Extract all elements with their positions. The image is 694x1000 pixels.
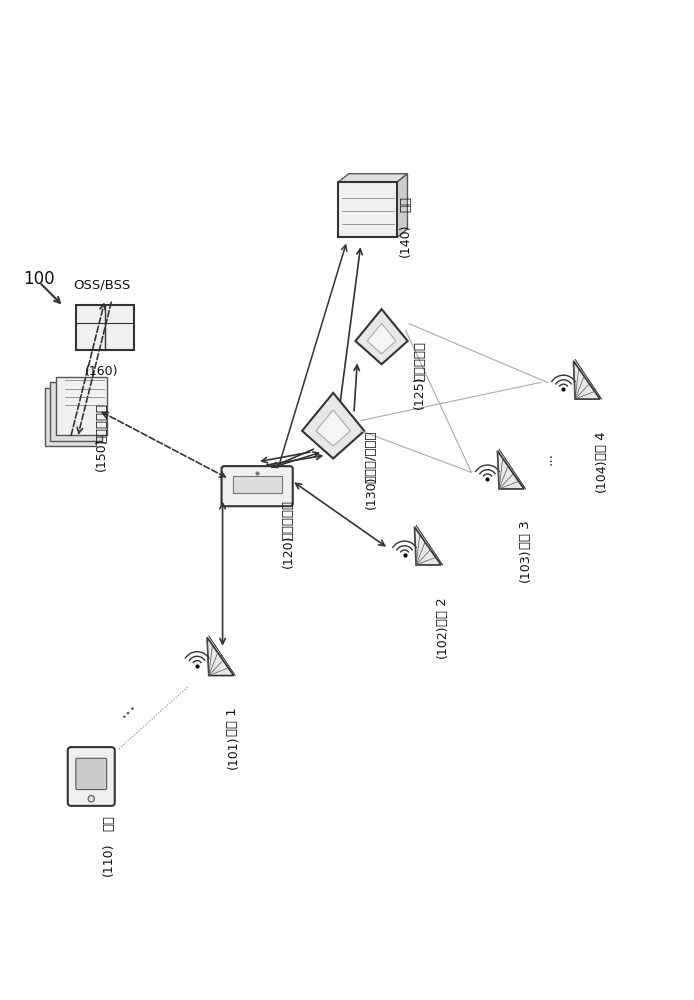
Text: (101): (101) bbox=[226, 735, 239, 769]
Text: 交换机/路由器: 交换机/路由器 bbox=[364, 431, 378, 483]
Polygon shape bbox=[414, 527, 441, 565]
Text: (130): (130) bbox=[364, 476, 378, 509]
Text: 终端: 终端 bbox=[102, 815, 115, 831]
Polygon shape bbox=[498, 451, 524, 489]
Polygon shape bbox=[339, 182, 397, 237]
Text: (150): (150) bbox=[95, 438, 108, 471]
Text: (120): (120) bbox=[282, 535, 295, 568]
Polygon shape bbox=[339, 174, 407, 182]
FancyBboxPatch shape bbox=[76, 305, 135, 350]
FancyBboxPatch shape bbox=[76, 758, 107, 790]
Text: (103): (103) bbox=[519, 548, 532, 582]
Polygon shape bbox=[207, 637, 234, 676]
FancyBboxPatch shape bbox=[50, 382, 102, 441]
Text: 基站 1: 基站 1 bbox=[226, 707, 239, 736]
Text: (140): (140) bbox=[399, 224, 412, 257]
Polygon shape bbox=[499, 449, 525, 489]
FancyBboxPatch shape bbox=[56, 377, 108, 435]
Text: ...: ... bbox=[541, 452, 555, 465]
Text: 第一测试器: 第一测试器 bbox=[282, 500, 295, 540]
Text: (160): (160) bbox=[85, 365, 119, 378]
FancyBboxPatch shape bbox=[68, 747, 115, 806]
FancyBboxPatch shape bbox=[221, 466, 293, 506]
Polygon shape bbox=[209, 636, 235, 676]
Polygon shape bbox=[397, 174, 407, 237]
Text: (125): (125) bbox=[413, 376, 426, 409]
Text: 基站 3: 基站 3 bbox=[519, 521, 532, 549]
Circle shape bbox=[88, 796, 94, 802]
Text: 100: 100 bbox=[24, 270, 56, 288]
Text: 基站 2: 基站 2 bbox=[436, 597, 449, 626]
Polygon shape bbox=[416, 525, 443, 565]
Polygon shape bbox=[302, 393, 364, 459]
Text: ...: ... bbox=[112, 694, 139, 721]
Text: 基站 4: 基站 4 bbox=[595, 431, 608, 460]
Polygon shape bbox=[316, 410, 350, 446]
Polygon shape bbox=[355, 309, 407, 364]
Polygon shape bbox=[575, 359, 602, 399]
Polygon shape bbox=[573, 361, 600, 399]
FancyBboxPatch shape bbox=[44, 388, 96, 446]
Text: 第二测试器: 第二测试器 bbox=[413, 341, 426, 381]
Text: (102): (102) bbox=[436, 624, 449, 658]
Text: 测试管理器: 测试管理器 bbox=[95, 403, 108, 443]
Text: (110): (110) bbox=[102, 842, 115, 876]
Text: OSS/BSS: OSS/BSS bbox=[73, 278, 130, 291]
FancyBboxPatch shape bbox=[232, 476, 282, 493]
Text: (104): (104) bbox=[595, 459, 608, 492]
Text: 网关: 网关 bbox=[399, 196, 412, 212]
Polygon shape bbox=[367, 323, 396, 354]
